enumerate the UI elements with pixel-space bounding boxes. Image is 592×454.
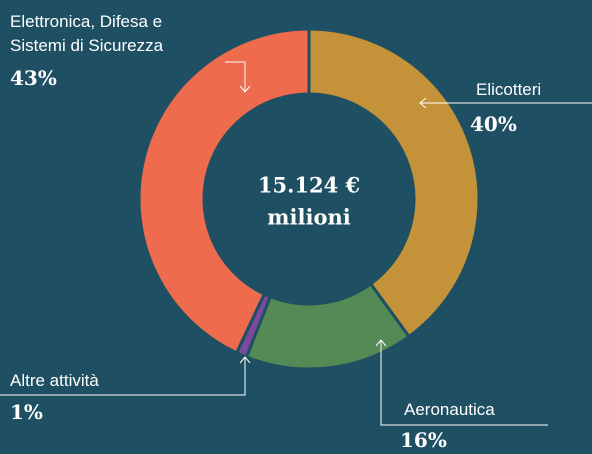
center-text: 15.124 € [258,173,360,198]
category-label: Altre attività [10,371,99,390]
leader-line [380,340,548,426]
arrow-head [239,356,251,364]
arrow-head [419,97,427,109]
category-label: Elettronica, Difesa e Sistemi di Sicurez… [10,12,164,55]
donut [137,27,481,371]
value-label: 1% [10,400,43,424]
leader-line [225,61,246,92]
value-label: 16% [400,428,447,452]
donut-segment [137,27,311,355]
value-label: 40% [470,112,517,136]
arrow-head [239,85,251,93]
center-subtext: milioni [267,205,350,230]
donut-segment [307,27,481,339]
category-label: Aeronautica [404,400,495,419]
category-label: Elicotteri [476,80,542,99]
value-label: 43% [10,66,57,90]
arrow-head [375,339,387,347]
leader-line [0,357,246,396]
